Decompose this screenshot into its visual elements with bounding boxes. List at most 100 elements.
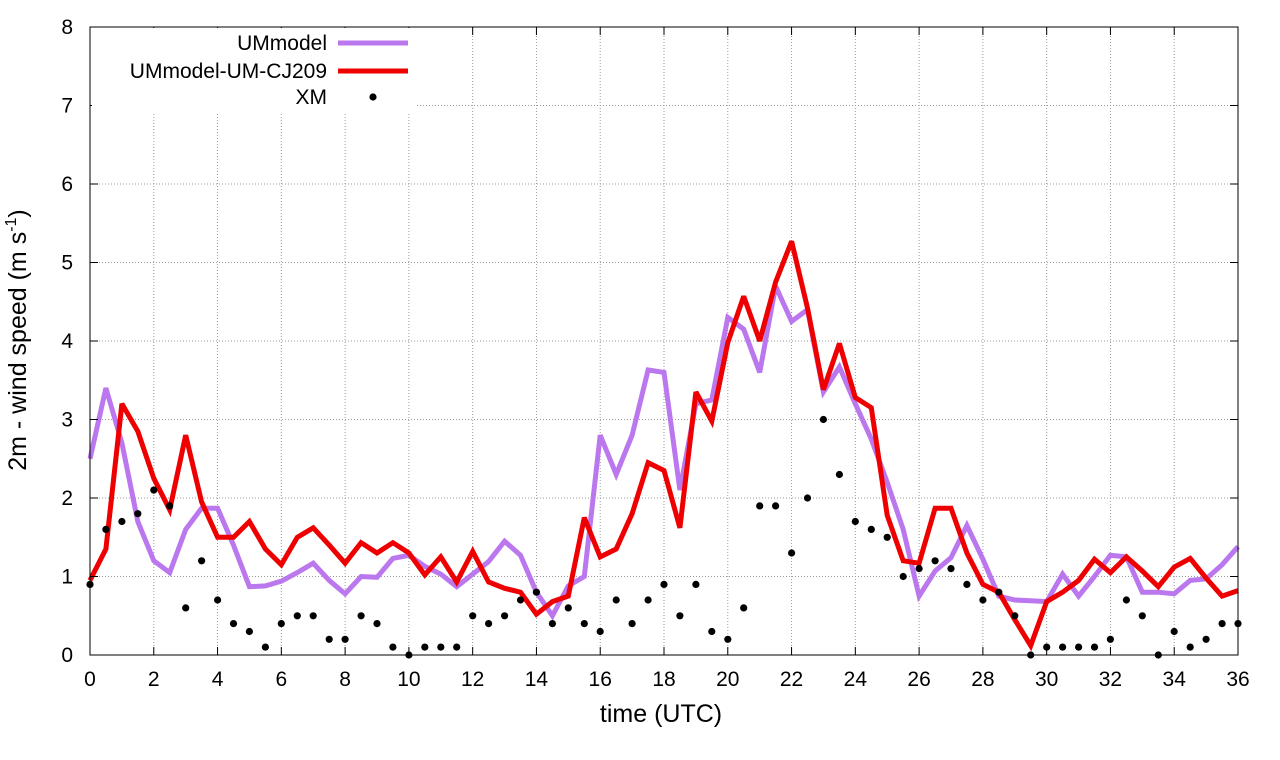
data-point-xm (182, 604, 190, 612)
y-tick-label: 4 (61, 330, 73, 353)
x-tick-label: 34 (1163, 668, 1187, 691)
x-tick-label: 20 (716, 668, 739, 691)
legend-label-xm: XM (296, 86, 328, 109)
data-point-xm (660, 580, 668, 589)
data-point-xm (150, 486, 158, 494)
data-point-xm (373, 620, 381, 628)
x-tick-label: 26 (907, 668, 930, 691)
y-tick-label: 8 (61, 16, 73, 39)
data-point-xm (899, 572, 907, 581)
data-point-xm (1170, 627, 1178, 636)
data-point-xm (883, 533, 891, 541)
x-tick-label: 18 (652, 668, 675, 691)
legend-label-cj209: UMmodel-UM-CJ209 (130, 60, 327, 83)
data-point-xm (947, 565, 955, 573)
data-point-xm (1122, 596, 1130, 604)
data-point-xm (612, 596, 620, 604)
data-point-xm (389, 643, 397, 651)
data-point-xm (772, 502, 780, 510)
y-tick-label: 3 (61, 409, 73, 432)
data-point-xm (724, 635, 732, 643)
data-point-xm (740, 604, 748, 612)
data-point-xm (692, 580, 700, 589)
data-point-xm (819, 415, 828, 424)
x-tick-label: 2 (148, 668, 160, 691)
data-point-xm (325, 635, 333, 643)
data-point-xm (501, 612, 509, 620)
data-point-xm (1186, 643, 1194, 651)
data-point-xm (341, 635, 349, 643)
data-point-xm (134, 510, 142, 518)
data-point-xm (979, 596, 987, 604)
tick-labels-group: 0 2 4 6 8 10 12 14 16 18 20 22 24 26 28 30 32 34 360123456… (61, 16, 1249, 691)
data-point-xm (357, 612, 365, 620)
data-point-xm (118, 517, 126, 526)
data-point-xm (676, 612, 684, 620)
data-point-xm (931, 557, 939, 565)
x-tick-label: 22 (780, 668, 803, 691)
x-tick-label: 30 (1035, 668, 1058, 691)
x-tick-label: 32 (1099, 668, 1122, 691)
x-tick-label: 12 (461, 668, 484, 691)
x-tick-label: 36 (1226, 668, 1249, 691)
data-point-xm (835, 470, 844, 479)
data-point-xm (1218, 620, 1226, 628)
data-point-xm (214, 596, 222, 604)
data-point-xm (564, 604, 572, 612)
y-axis-label-sup: -1 (3, 217, 20, 231)
y-tick-label: 7 (61, 95, 73, 118)
y-tick-label: 6 (61, 173, 73, 196)
y-tick-label: 1 (61, 566, 73, 589)
data-point-xm (580, 620, 588, 628)
x-tick-label: 0 (84, 668, 96, 691)
data-point-xm (245, 627, 253, 636)
data-point-xm (102, 525, 110, 534)
data-point-xm (1202, 635, 1210, 643)
data-point-xm (453, 643, 461, 651)
data-point-xm (1011, 612, 1019, 620)
data-point-xm (293, 612, 301, 620)
data-point-xm (596, 627, 604, 636)
y-axis-label: 2m - wind speed (m s-1) (3, 209, 32, 471)
data-point-xm (995, 588, 1003, 596)
data-point-xm (166, 502, 174, 510)
data-point-xm (963, 580, 971, 589)
data-point-xm (851, 517, 859, 526)
y-axis-label-main: 2m - wind speed (m s (4, 232, 32, 471)
legend: UMmodel UMmodel-UM-CJ209 XM (92, 28, 417, 112)
data-point-xm (644, 596, 652, 604)
y-tick-label: 2 (61, 487, 73, 510)
x-tick-label: 4 (212, 668, 224, 691)
data-point-xm (437, 643, 445, 651)
x-tick-label: 14 (525, 668, 549, 691)
data-point-xm (485, 620, 493, 628)
x-axis-label: time (UTC) (600, 700, 722, 728)
data-point-xm (469, 612, 477, 620)
y-tick-label: 5 (61, 252, 73, 275)
data-point-xm (628, 620, 636, 628)
data-point-xm (309, 612, 317, 620)
data-point-xm (421, 643, 429, 651)
data-point-xm (1090, 643, 1099, 651)
data-point-xm (532, 588, 541, 596)
data-point-xm (915, 565, 923, 573)
legend-swatch-xm (369, 93, 377, 101)
data-point-xm (756, 502, 764, 510)
data-point-xm (867, 525, 875, 534)
legend-label-ummodel: UMmodel (237, 32, 327, 55)
data-point-xm (708, 627, 716, 636)
data-point-xm (788, 549, 796, 557)
data-point-xm (1106, 635, 1114, 643)
x-tick-label: 6 (275, 668, 287, 691)
data-point-xm (803, 494, 812, 502)
data-point-xm (198, 557, 206, 565)
data-point-xm (1059, 643, 1067, 651)
x-tick-label: 24 (844, 668, 868, 691)
series-line-ummodel-um-cj209 (87, 240, 1239, 652)
x-tick-label: 16 (589, 668, 612, 691)
y-axis-label-close: ) (4, 209, 32, 217)
data-point-xm (548, 620, 557, 628)
data-point-xm (229, 620, 238, 628)
